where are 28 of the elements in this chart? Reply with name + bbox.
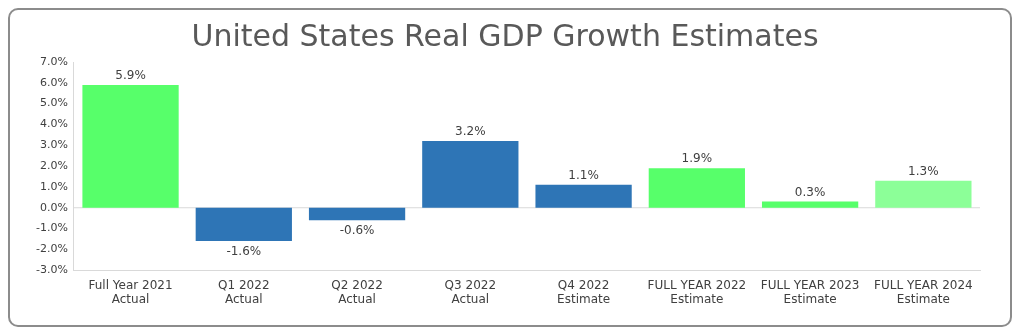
y-tick-label: 7.0% <box>39 54 68 68</box>
y-tick-label: -3.0% <box>35 263 68 277</box>
y-tick-label: 2.0% <box>39 158 68 172</box>
y-tick-label: 5.0% <box>39 96 68 110</box>
y-tick-label: 6.0% <box>39 75 68 89</box>
x-tick-label: FULL YEAR 2022 Estimate <box>647 277 747 306</box>
x-tick-label: Q4 2022 Estimate <box>557 277 611 306</box>
y-tick-label: -2.0% <box>35 242 68 256</box>
data-label: -0.6% <box>339 223 375 238</box>
x-tick-label: Full Year 2021 Actual <box>88 277 173 306</box>
y-tick-label: 4.0% <box>39 117 68 131</box>
y-tick-label: -1.0% <box>35 221 68 235</box>
x-tick-label: FULL YEAR 2023 Estimate <box>760 277 860 306</box>
y-tick-label: 1.0% <box>39 179 68 193</box>
x-tick-label: Q3 2022 Actual <box>444 277 497 306</box>
x-tick-label: Q2 2022 Actual <box>331 277 383 306</box>
x-tick-label: FULL YEAR 2024 Estimate <box>874 277 973 306</box>
data-label: 1.1% <box>568 167 599 182</box>
x-tick-label: Q1 2022 Actual <box>218 277 270 306</box>
y-tick-label: 0.0% <box>39 200 68 214</box>
data-label: 0.3% <box>794 184 826 199</box>
data-label: 1.9% <box>681 151 713 166</box>
data-label: 1.3% <box>908 163 939 178</box>
y-tick-label: 3.0% <box>39 138 68 152</box>
data-label: 5.9% <box>115 68 146 83</box>
data-label: -1.6% <box>226 244 262 259</box>
data-label: 3.2% <box>455 124 486 139</box>
chart-title: United States Real GDP Growth Estimates <box>191 17 819 53</box>
